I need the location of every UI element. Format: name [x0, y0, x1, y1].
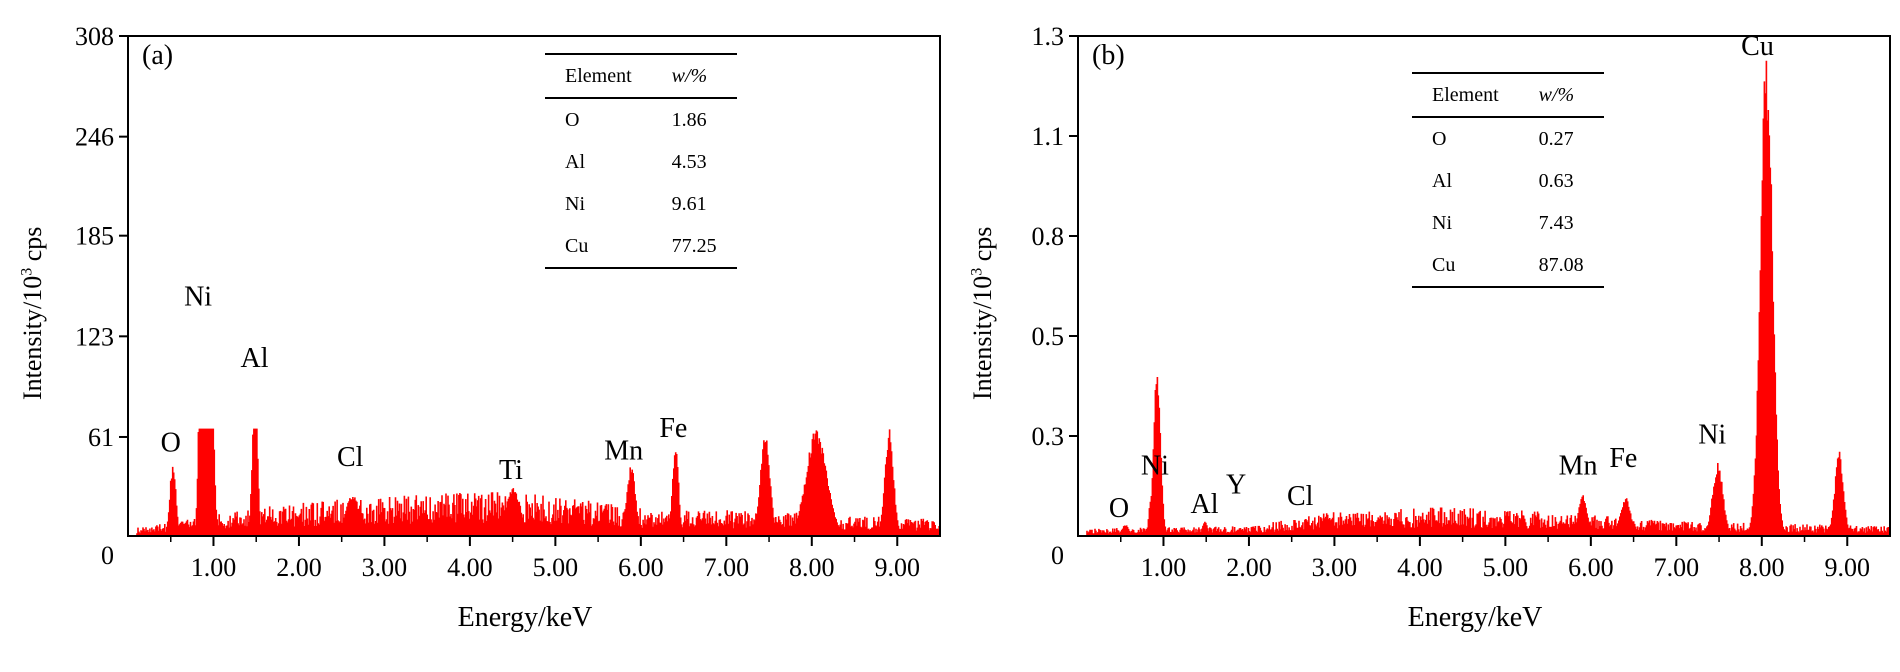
peak-label: Cl: [337, 442, 364, 473]
x-tick-label: 8.00: [789, 553, 835, 582]
peak-label: Ti: [499, 455, 523, 486]
peak-label: Ni: [1141, 450, 1169, 481]
table-header-wpct: w/%: [1518, 72, 1604, 118]
table-row: Al 4.53: [565, 150, 707, 173]
eds-spectrum-a: 1.00 2.00 3.00 4.00 5.00 6.00 7.00 8.00 9.00 61 12…: [75, 22, 941, 582]
x-tick-label: 9.00: [1825, 553, 1871, 582]
y-tick-label: 61: [88, 423, 114, 452]
peak-label: Al: [1191, 489, 1219, 520]
x-tick-label: 3.00: [1312, 553, 1358, 582]
x-tick-label: 2.00: [1226, 553, 1272, 582]
spectrum-bars: [1086, 60, 1891, 537]
peak-label: Fe: [659, 413, 687, 444]
chart-panel-a: 1.00 2.00 3.00 4.00 5.00 6.00 7.00 8.00 9.00 61 12…: [18, 22, 941, 633]
x-tick-label: 8.00: [1739, 553, 1785, 582]
y-tick-label: 246: [75, 123, 114, 152]
panel-label: (a): [142, 40, 174, 71]
table-row: Cu 77.25: [545, 225, 737, 269]
x-tick-label: 3.00: [362, 553, 408, 582]
peak-label: Cl: [1287, 481, 1314, 512]
spectrum-bars: [136, 428, 941, 537]
y-tick-label: 123: [75, 322, 114, 351]
peak-label: Y: [1226, 470, 1246, 501]
peak-label: Fe: [1609, 443, 1637, 474]
x-tick-label: 6.00: [1568, 553, 1614, 582]
x-axis-label: Energy/keV: [457, 602, 593, 633]
table-header-element: Element: [545, 53, 652, 99]
table-row: O 0.27: [1432, 127, 1574, 150]
origin-label: 0: [1051, 541, 1064, 570]
x-tick-label: 7.00: [1654, 553, 1700, 582]
eds-spectrum-b: 1.00 2.00 3.00 4.00 5.00 6.00 7.00 8.00 9.00 0.3 0…: [1032, 22, 1891, 582]
table-row: O 1.86: [565, 108, 707, 131]
x-tick-label: 9.00: [875, 553, 921, 582]
y-tick-label: 185: [75, 222, 114, 251]
y-axis-label: Intensity/103 cps: [968, 226, 997, 400]
y-tick-label: 308: [75, 22, 114, 51]
peak-label: Al: [241, 343, 269, 374]
x-tick-label: 4.00: [1397, 553, 1443, 582]
peak-label: O: [1109, 493, 1129, 524]
y-tick-label: 0.8: [1032, 222, 1065, 251]
peak-label: Mn: [1559, 450, 1598, 481]
composition-table: Element w/% O 1.86 Al 4.53 Ni 9.61 Cu 77.25: [545, 53, 737, 269]
peak-label: O: [161, 428, 181, 459]
panel-label: (b): [1092, 40, 1125, 71]
x-tick-label: 7.00: [704, 553, 750, 582]
table-header-element: Element: [1412, 72, 1519, 118]
chart-panel-b: 1.00 2.00 3.00 4.00 5.00 6.00 7.00 8.00 9.00 0.3 0…: [950, 0, 1900, 672]
x-tick-label: 1.00: [1141, 553, 1187, 582]
table-row: Ni 9.61: [565, 192, 707, 215]
x-tick-label: 1.00: [191, 553, 237, 582]
peak-label: Mn: [604, 436, 643, 467]
x-tick-label: 6.00: [618, 553, 664, 582]
table-header-wpct: w/%: [651, 53, 737, 99]
origin-label: 0: [101, 541, 114, 570]
y-tick-label: 0.5: [1032, 322, 1065, 351]
plot-frame: [1077, 35, 1891, 537]
table-row: Ni 7.43: [1432, 211, 1574, 234]
table-row: Cu 87.08: [1412, 244, 1604, 288]
plot-frame: [127, 35, 941, 537]
x-tick-label: 5.00: [1483, 553, 1529, 582]
peak-label: Cu: [1741, 31, 1774, 62]
y-tick-label: 1.1: [1032, 122, 1065, 151]
peak-label: Ni: [1698, 420, 1726, 451]
peak-label: Ni: [184, 281, 212, 312]
x-axis-label: Energy/keV: [1407, 602, 1543, 633]
table-row: Al 0.63: [1432, 169, 1574, 192]
y-axis-label: Intensity/103 cps: [18, 226, 47, 400]
x-tick-label: 2.00: [276, 553, 322, 582]
y-tick-label: 1.3: [1032, 22, 1065, 51]
y-tick-label: 0.3: [1032, 422, 1065, 451]
composition-table: Element w/% O 0.27 Al 0.63 Ni 7.43 Cu 87.08: [1412, 72, 1604, 288]
x-tick-label: 5.00: [533, 553, 579, 582]
x-tick-label: 4.00: [447, 553, 493, 582]
